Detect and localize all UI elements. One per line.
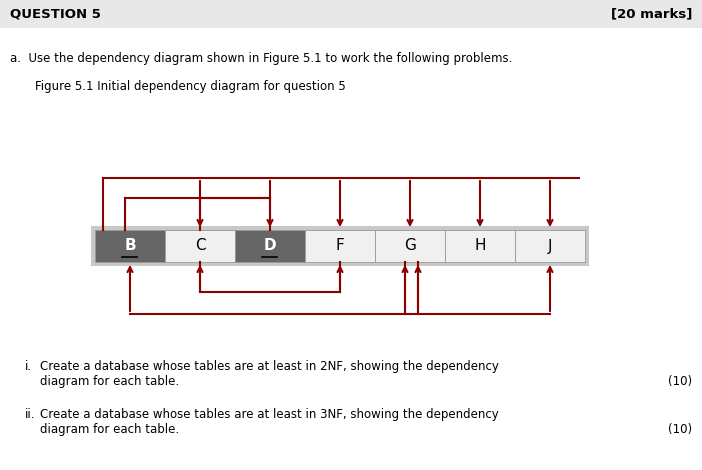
Text: F: F <box>336 238 345 253</box>
Text: Figure 5.1 Initial dependency diagram for question 5: Figure 5.1 Initial dependency diagram fo… <box>35 80 346 93</box>
Bar <box>375 230 445 262</box>
Bar <box>445 230 515 262</box>
Text: G: G <box>404 238 416 253</box>
Bar <box>235 230 305 262</box>
Text: i.: i. <box>25 360 32 373</box>
Text: Create a database whose tables are at least in 3NF, showing the dependency: Create a database whose tables are at le… <box>40 408 498 421</box>
Bar <box>95 230 165 262</box>
Text: a.  Use the dependency diagram shown in Figure 5.1 to work the following problem: a. Use the dependency diagram shown in F… <box>10 52 512 65</box>
Bar <box>165 230 235 262</box>
Text: (10): (10) <box>668 423 692 436</box>
Bar <box>91 226 589 266</box>
Text: Create a database whose tables are at least in 2NF, showing the dependency: Create a database whose tables are at le… <box>40 360 499 373</box>
Text: (10): (10) <box>668 375 692 388</box>
Text: J: J <box>548 238 552 253</box>
Text: diagram for each table.: diagram for each table. <box>40 375 179 388</box>
Text: diagram for each table.: diagram for each table. <box>40 423 179 436</box>
Bar <box>0 0 702 28</box>
Text: ii.: ii. <box>25 408 36 421</box>
Text: C: C <box>194 238 205 253</box>
Text: [20 marks]: [20 marks] <box>611 8 692 21</box>
Text: QUESTION 5: QUESTION 5 <box>10 8 101 21</box>
Text: D: D <box>264 238 277 253</box>
Text: B: B <box>124 238 135 253</box>
Bar <box>515 230 585 262</box>
Bar <box>305 230 375 262</box>
Text: H: H <box>475 238 486 253</box>
